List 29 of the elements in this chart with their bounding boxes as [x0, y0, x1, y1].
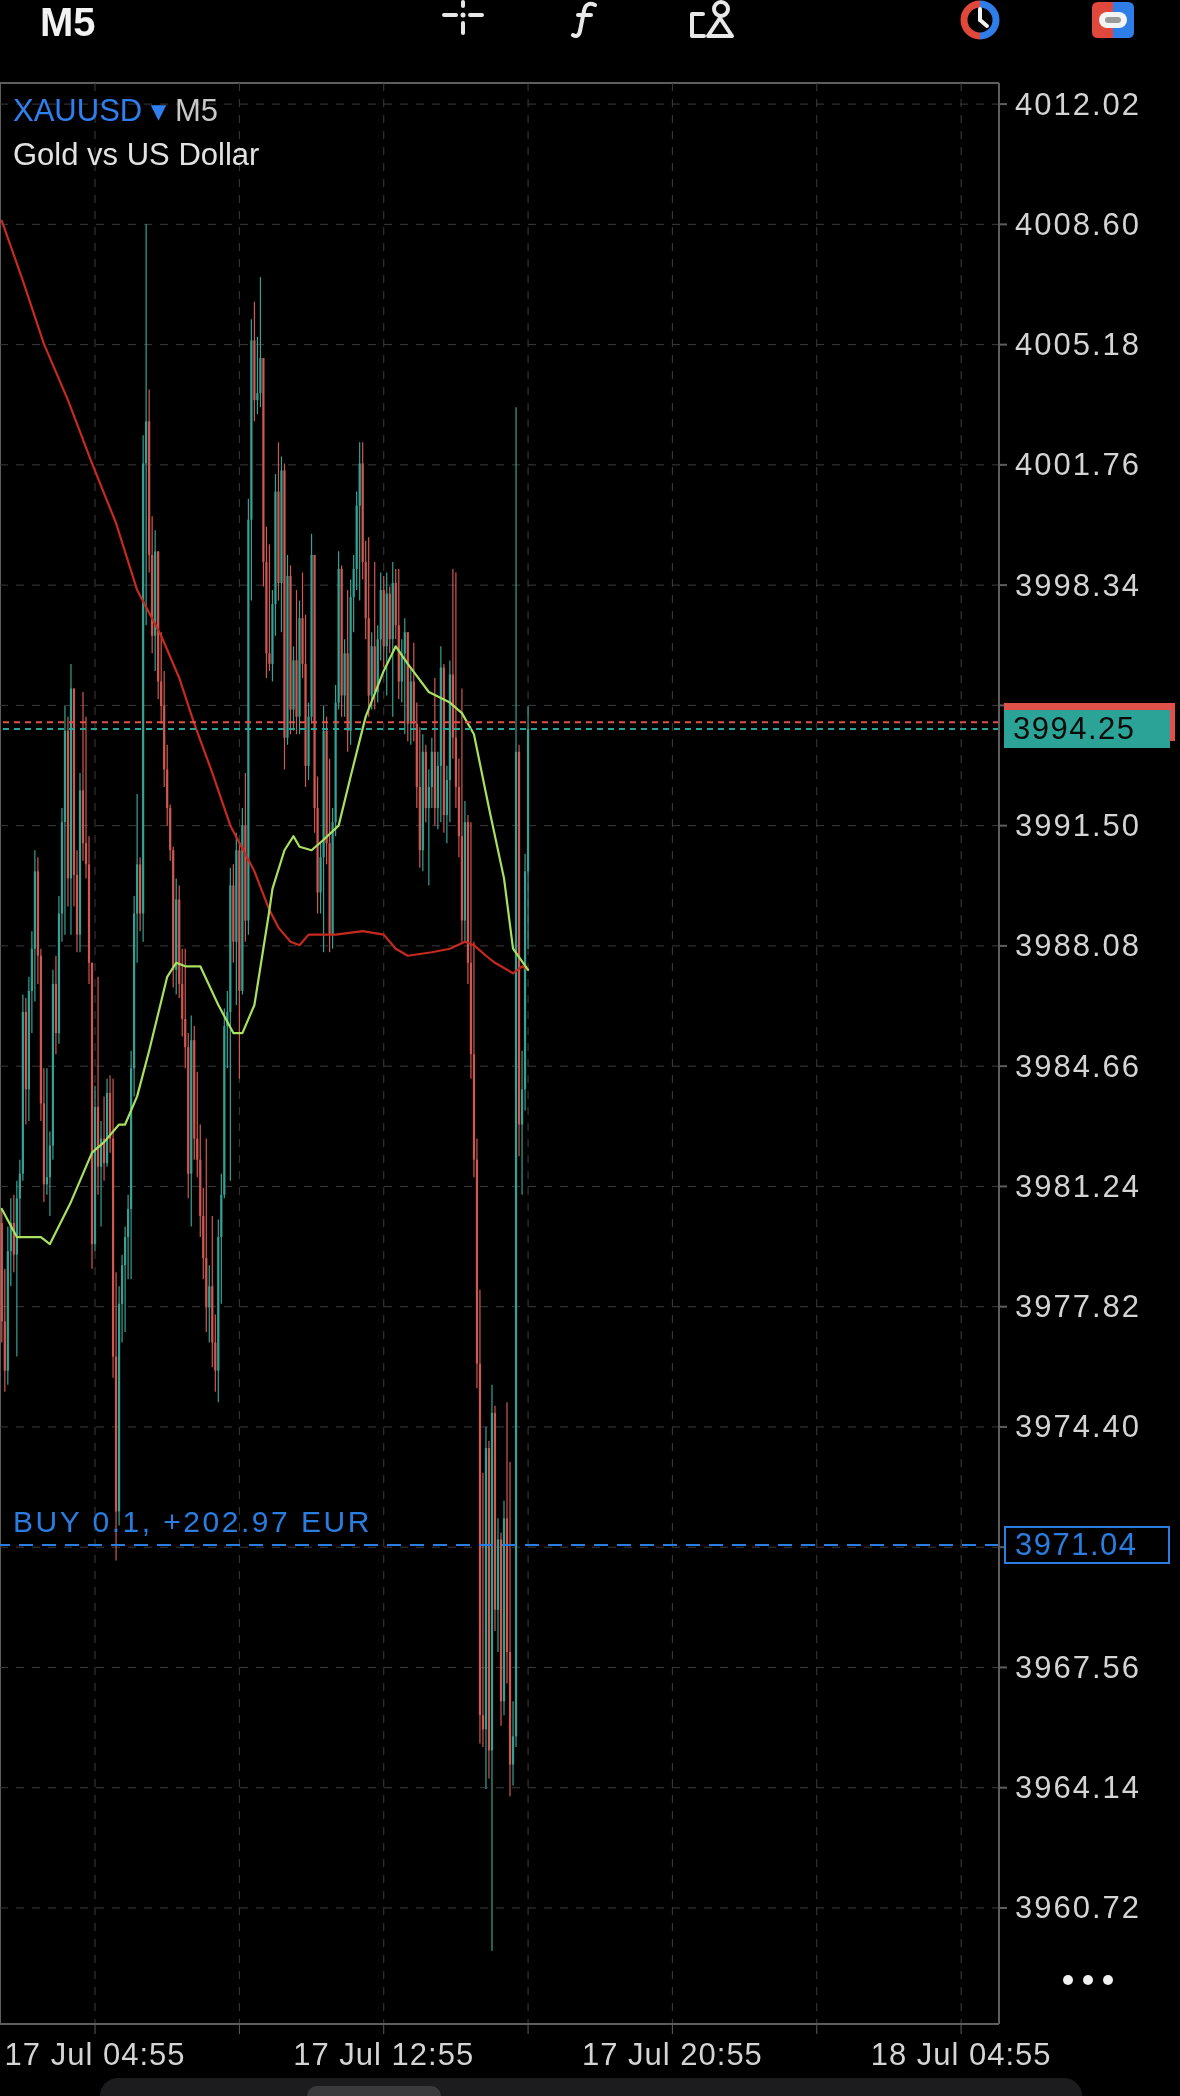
y-tick-label: 3960.72 [1015, 1890, 1142, 1926]
y-tick-label: 3998.34 [1015, 567, 1142, 603]
y-tick-label: 3988.08 [1015, 928, 1142, 964]
chart-title: XAUUSD ▾ M5 [13, 93, 219, 128]
text: M5 [40, 0, 96, 44]
x-tick-label: 17 Jul 12:55 [293, 2036, 475, 2072]
y-tick-label: 4008.60 [1015, 206, 1142, 242]
y-tick-label: 4001.76 [1015, 447, 1142, 483]
candlestick [280, 455, 283, 633]
candlestick [295, 589, 298, 735]
y-tick-label: 3981.24 [1015, 1168, 1142, 1204]
y-tick-label: 3991.50 [1015, 808, 1142, 844]
y-tick-label: 4005.18 [1015, 327, 1142, 363]
candlestick [208, 1264, 211, 1344]
y-tick-label: 4012.02 [1015, 86, 1142, 122]
candlestick [277, 441, 280, 602]
y-tick-label: 3977.82 [1015, 1289, 1142, 1325]
x-tick-label: 18 Jul 04:55 [870, 2036, 1052, 2072]
ref-line-label: 3971.04 [1004, 1526, 1170, 1565]
candlestick [283, 462, 286, 770]
ref-line-label: 3994.25 [1004, 709, 1170, 748]
candlestick [289, 564, 292, 735]
x-tick-label: 17 Jul 20:55 [581, 2036, 763, 2072]
y-tick-label: 3974.40 [1015, 1409, 1142, 1445]
x-tick-label: 17 Jul 04:55 [4, 2036, 186, 2072]
y-tick-label: 3964.14 [1015, 1770, 1142, 1806]
y-tick-label: 3967.56 [1015, 1649, 1142, 1685]
y-tick-label: 3984.66 [1015, 1048, 1142, 1084]
text: Gold vs US Dollar [13, 136, 260, 174]
